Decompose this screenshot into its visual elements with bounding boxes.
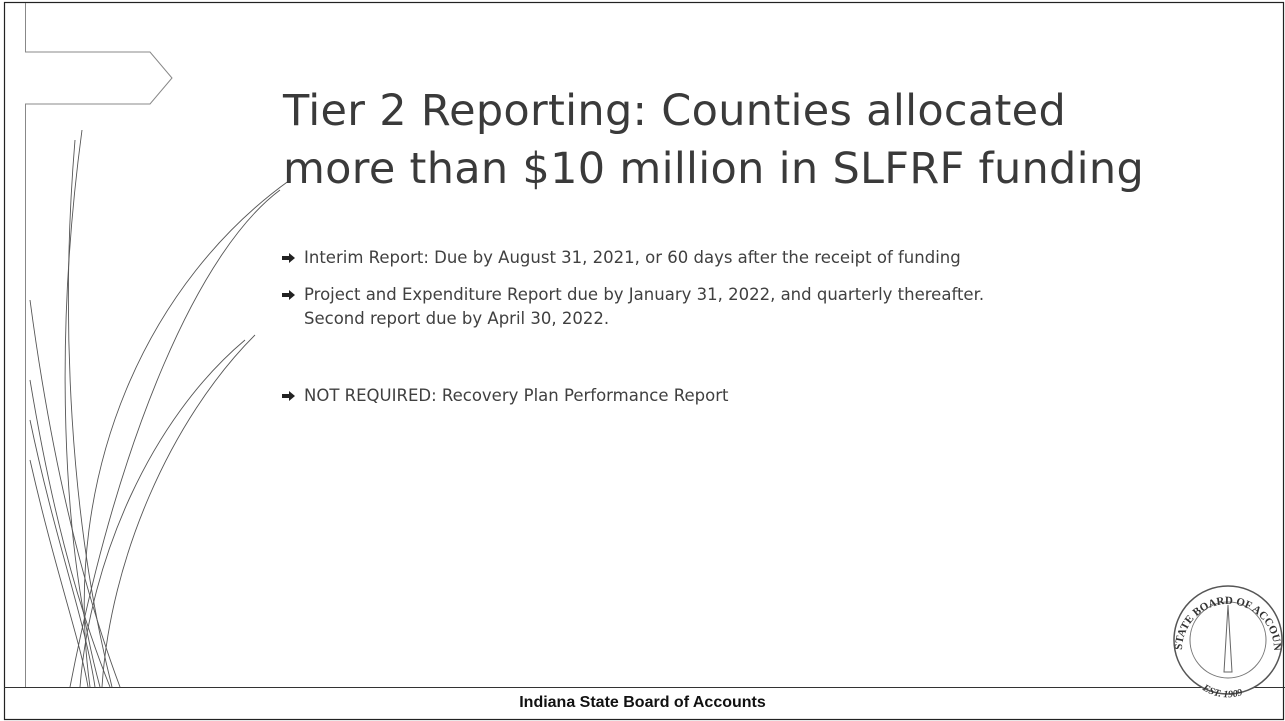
bullet-text: NOT REQUIRED: Recovery Plan Performance … xyxy=(304,386,728,405)
bullet-marker xyxy=(282,290,295,300)
decorative-curves xyxy=(30,130,290,687)
bullet-item: Project and Expenditure Report due by Ja… xyxy=(282,283,1022,331)
bullet-marker xyxy=(282,253,295,263)
title-line: Tier 2 Reporting: Counties allocated xyxy=(283,82,1144,140)
arrow-shape xyxy=(25,52,172,104)
bullet-marker xyxy=(282,391,295,401)
bullet-item: NOT REQUIRED: Recovery Plan Performance … xyxy=(282,384,1022,408)
bullet-text: Interim Report: Due by August 31, 2021, … xyxy=(304,248,961,267)
slide: STATE BOARD OF ACCOUNTS EST. 1909 Tier 2… xyxy=(0,0,1285,721)
title-line: more than $10 million in SLFRF funding xyxy=(283,140,1144,198)
bullet-list: Interim Report: Due by August 31, 2021, … xyxy=(282,246,1022,421)
footer-text: Indiana State Board of Accounts xyxy=(0,694,1285,712)
bullet-text: Project and Expenditure Report due by Ja… xyxy=(304,285,984,328)
bullet-item: Interim Report: Due by August 31, 2021, … xyxy=(282,246,1022,270)
